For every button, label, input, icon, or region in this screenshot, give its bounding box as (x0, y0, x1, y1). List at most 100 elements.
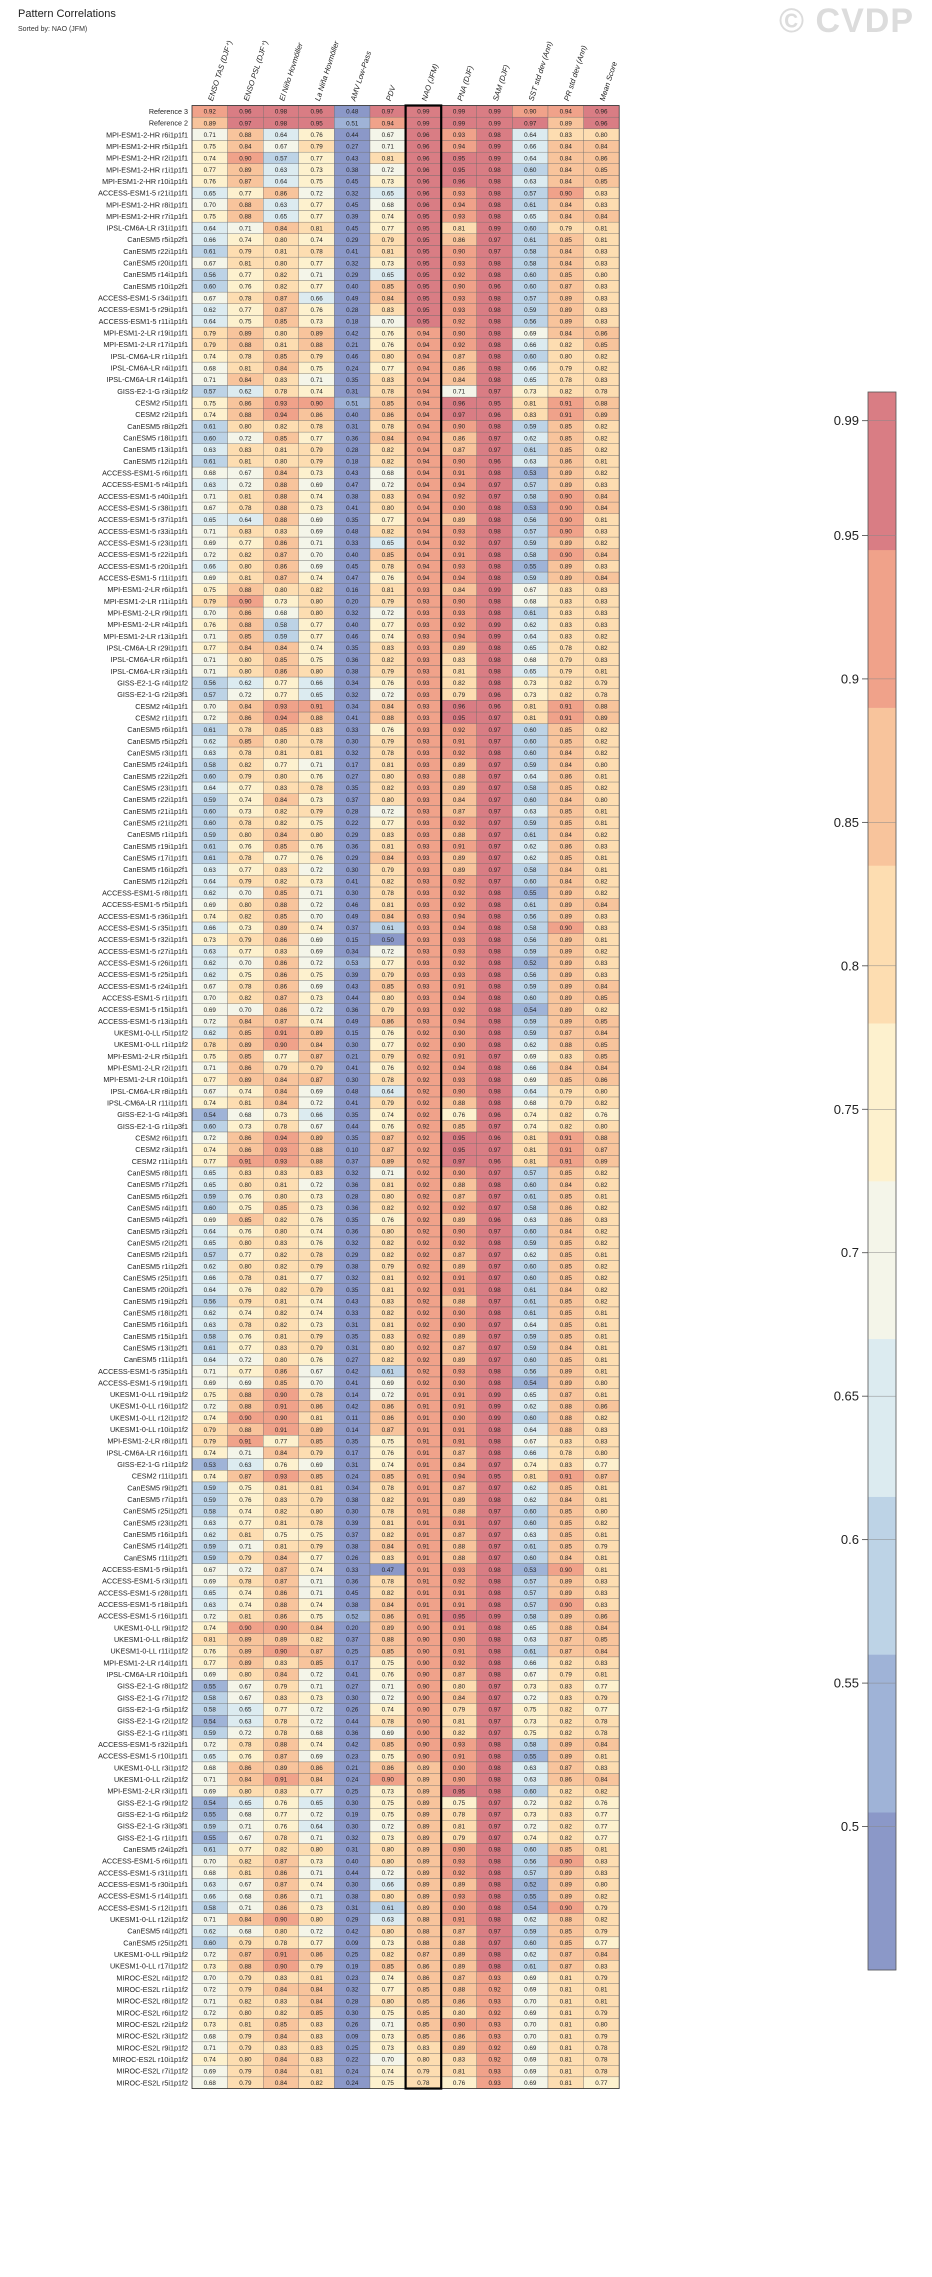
cell-value: 0.69 (310, 517, 323, 524)
cell-value: 0.87 (453, 1532, 466, 1539)
cell-value: 0.92 (453, 272, 466, 279)
cell-value: 0.84 (453, 377, 466, 384)
cell-value: 0.81 (453, 1823, 466, 1830)
cell-value: 0.92 (417, 1263, 430, 1270)
cell-value: 0.86 (382, 1403, 395, 1410)
cell-value: 0.81 (595, 1193, 608, 1200)
cell-value: 0.27 (346, 1683, 359, 1690)
row-label: GISS-E2-1-G r1i1p1f1 (117, 1833, 188, 1842)
cell-value: 0.77 (595, 1462, 608, 1469)
cell-value: 0.79 (310, 1450, 323, 1457)
cell-value: 0.89 (560, 1007, 573, 1014)
cell-value: 0.68 (382, 470, 395, 477)
cell-value: 0.74 (204, 354, 217, 361)
cell-value: 0.59 (524, 307, 537, 314)
cell-value: 0.81 (595, 459, 608, 466)
cell-value: 0.95 (417, 307, 430, 314)
cell-value: 0.17 (346, 1450, 359, 1457)
cell-value: 0.84 (453, 797, 466, 804)
cell-value: 0.95 (417, 249, 430, 256)
colorbar-tick-label: 0.99 (834, 413, 859, 428)
cell-value: 0.86 (275, 1368, 288, 1375)
cell-value: 0.70 (239, 890, 252, 897)
cell-value: 0.85 (560, 820, 573, 827)
cell-value: 0.55 (524, 890, 537, 897)
cell-value: 0.58 (524, 1613, 537, 1620)
cell-value: 0.62 (204, 1030, 217, 1037)
cell-value: 0.85 (382, 1742, 395, 1749)
cell-value: 0.82 (382, 1205, 395, 1212)
cell-value: 0.79 (595, 1905, 608, 1912)
cell-value: 0.85 (560, 1333, 573, 1340)
column-label: ENSO TAS (DJF⁺) (206, 39, 234, 102)
row-label: MPI-ESM1-2-LR r9i1p1f1 (107, 609, 188, 618)
cell-value: 0.82 (239, 1858, 252, 1865)
cell-value: 0.73 (310, 1695, 323, 1702)
cell-value: 0.64 (204, 225, 217, 232)
cell-value: 0.89 (417, 1858, 430, 1865)
cell-value: 0.70 (310, 914, 323, 921)
cell-value: 0.85 (560, 727, 573, 734)
cell-value: 0.36 (346, 1007, 359, 1014)
cell-value: 0.90 (453, 1170, 466, 1177)
row-label: CanESM5 r18i1p2f1 (123, 1308, 188, 1317)
cell-value: 0.96 (488, 692, 501, 699)
cell-value: 0.77 (239, 785, 252, 792)
row-label: ACCESS-ESM1-5 r29i1p1f1 (98, 305, 188, 314)
cell-value: 0.88 (453, 1508, 466, 1515)
cell-value: 0.65 (310, 692, 323, 699)
column-label: Mean Score (598, 60, 619, 102)
cell-value: 0.81 (595, 1672, 608, 1679)
cell-value: 0.66 (204, 1275, 217, 1282)
cell-value: 0.85 (417, 2033, 430, 2040)
cell-value: 0.67 (524, 1438, 537, 1445)
cell-value: 0.85 (560, 1357, 573, 1364)
cell-value: 0.70 (204, 995, 217, 1002)
cell-value: 0.72 (310, 1718, 323, 1725)
cell-value: 0.85 (382, 400, 395, 407)
cell-value: 0.75 (204, 144, 217, 151)
cell-value: 0.77 (310, 284, 323, 291)
cell-value: 0.85 (560, 1940, 573, 1947)
cell-value: 0.82 (239, 1998, 252, 2005)
cell-value: 0.96 (488, 1135, 501, 1142)
cell-value: 0.88 (239, 412, 252, 419)
cell-value: 0.97 (488, 1053, 501, 1060)
cell-value: 0.24 (346, 365, 359, 372)
cell-value: 0.89 (453, 1217, 466, 1224)
cell-value: 0.64 (239, 517, 252, 524)
cell-value: 0.81 (239, 1613, 252, 1620)
cell-value: 0.60 (524, 225, 537, 232)
cell-value: 0.98 (488, 914, 501, 921)
cell-value: 0.96 (488, 1112, 501, 1119)
cell-value: 0.92 (453, 342, 466, 349)
cell-value: 0.59 (524, 1030, 537, 1037)
cell-value: 0.84 (275, 1450, 288, 1457)
cell-value: 0.78 (382, 750, 395, 757)
cell-value: 0.83 (275, 1170, 288, 1177)
cell-value: 0.85 (560, 447, 573, 454)
cell-value: 0.97 (488, 797, 501, 804)
cell-value: 0.85 (275, 890, 288, 897)
cell-value: 0.66 (310, 680, 323, 687)
cell-value: 0.81 (560, 1987, 573, 1994)
cell-value: 0.91 (453, 1275, 466, 1282)
cell-value: 0.77 (310, 634, 323, 641)
cell-value: 0.85 (310, 1438, 323, 1445)
cell-value: 0.77 (239, 540, 252, 547)
cell-value: 0.84 (560, 155, 573, 162)
cell-value: 0.82 (239, 762, 252, 769)
cell-value: 0.71 (310, 762, 323, 769)
cell-value: 0.97 (488, 1707, 501, 1714)
cell-value: 0.63 (524, 179, 537, 186)
cell-value: 0.30 (346, 1042, 359, 1049)
cell-value: 0.87 (310, 1053, 323, 1060)
cell-value: 0.76 (239, 1333, 252, 1340)
cell-value: 0.88 (239, 214, 252, 221)
cell-value: 0.69 (204, 1788, 217, 1795)
cell-value: 0.71 (239, 1823, 252, 1830)
cell-value: 0.63 (382, 1917, 395, 1924)
cell-value: 0.85 (417, 1998, 430, 2005)
cell-value: 0.84 (275, 1100, 288, 1107)
cell-value: 0.95 (417, 237, 430, 244)
